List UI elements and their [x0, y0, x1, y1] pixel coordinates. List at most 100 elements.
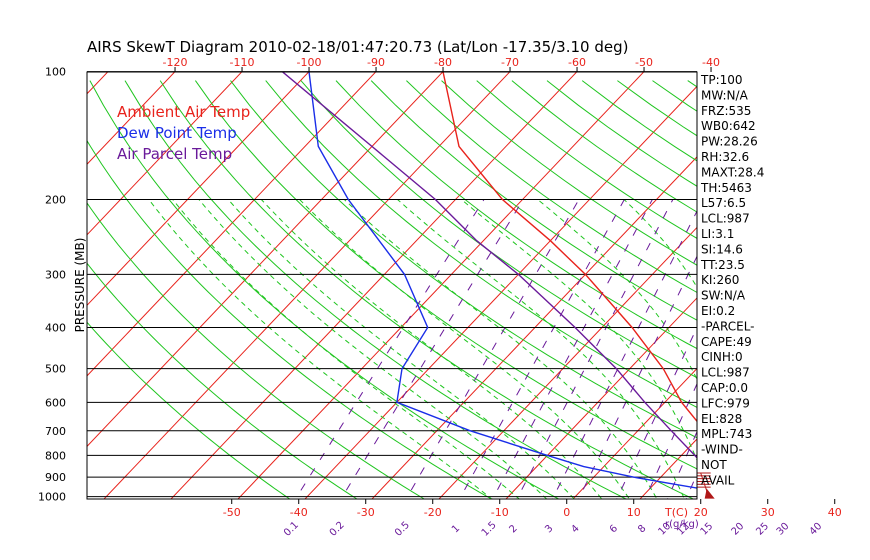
stat-line: MW:N/A	[701, 88, 749, 102]
mixing-ratio-line	[783, 200, 870, 506]
isotherm-line	[170, 72, 578, 499]
moist-adiabat-line	[172, 199, 520, 499]
mixing-ratio-label: 15	[699, 521, 716, 538]
sounding-series	[281, 72, 697, 489]
bottom-temperature-tick-label: 40	[828, 506, 842, 519]
dry-adiabat-line	[89, 80, 560, 499]
dry-adiabat-line	[230, 80, 697, 439]
pressure-tick-label: 700	[45, 425, 66, 438]
pressure-tick-label: 100	[45, 66, 66, 79]
stat-line: CINH:0	[701, 350, 743, 364]
isotherm-line	[103, 72, 511, 499]
mixing-ratio-label: 0.2	[328, 520, 347, 539]
top-temperature-tick-label: -120	[163, 56, 188, 69]
legend-entry: Air Parcel Temp	[117, 145, 232, 163]
isotherm-line	[835, 62, 870, 505]
stat-line: SI:14.6	[701, 242, 743, 256]
dry-adiabat-line	[652, 80, 697, 112]
stat-line: TT:23.5	[700, 258, 745, 272]
stat-line: LFC:979	[701, 396, 750, 410]
mixing-ratio-label: 20	[730, 521, 747, 538]
moist-adiabat-line	[260, 199, 603, 499]
mixing-ratio-label: 1.5	[480, 520, 499, 539]
stat-line: EL:828	[701, 412, 742, 426]
stat-line: FRZ:535	[701, 104, 751, 118]
dry-adiabat-line	[159, 80, 695, 499]
pressure-tick-label: 600	[45, 396, 66, 409]
stat-line: LCL:987	[701, 366, 750, 380]
pressure-tick-label: 300	[45, 268, 66, 281]
stat-line: LI:3.1	[701, 227, 734, 241]
mixing-ratio-label: 40	[808, 521, 825, 538]
mixing-ratio-line	[816, 200, 870, 506]
isotherm-line	[768, 62, 870, 505]
moist-adiabat-line	[227, 199, 575, 499]
mixing-ratio-line	[738, 200, 859, 506]
stat-line: CAPE:49	[701, 335, 752, 349]
mixing-ratio-label: 30	[775, 521, 792, 538]
moist-adiabat-line	[299, 199, 630, 499]
mixing-ratio-label: 2	[507, 523, 519, 535]
isotherm-line	[572, 367, 697, 499]
mixing-ratio-line	[551, 209, 697, 499]
isotherm-line	[304, 85, 697, 499]
wind-arrow-head	[704, 488, 715, 499]
bottom-temperature-tick-label: 0	[563, 506, 570, 519]
stat-line: PW:28.26	[701, 135, 758, 149]
mixing-ratio-label: 0.1	[282, 520, 301, 539]
dry-adiabat-line	[370, 80, 697, 321]
mixing-ratio-line	[644, 382, 697, 499]
stat-line: -WIND-	[701, 443, 743, 457]
pressure-tick-label: 800	[45, 449, 66, 462]
stat-line: -PARCEL-	[701, 319, 755, 333]
dry-adiabat-line	[793, 81, 870, 506]
moist-adiabat-line	[148, 199, 493, 499]
dry-adiabat-line	[194, 80, 697, 470]
stat-line: CAP:0.0	[701, 381, 748, 395]
dry-adiabat-line	[87, 139, 493, 499]
bottom-temperature-tick-label: 10	[627, 506, 641, 519]
mixing-ratio-unit-label: r(g/kg)	[665, 519, 699, 530]
series-line	[308, 72, 697, 489]
mixing-ratio-line	[340, 199, 524, 499]
stat-line: LCL:987	[701, 212, 750, 226]
isotherm-line	[237, 72, 645, 499]
moist-adiabat-line	[782, 200, 822, 506]
stat-line: MPL:743	[701, 427, 752, 441]
legend: Ambient Air Temp Dew Point Temp Air Parcel…	[117, 103, 250, 163]
series-line	[281, 72, 697, 459]
mixing-ratio-label: 0.5	[393, 520, 412, 539]
dry-adiabat-line	[441, 80, 697, 266]
isotherm-line	[0, 62, 50, 505]
stat-line: RH:32.6	[701, 150, 749, 164]
stat-line: WB0:642	[701, 119, 756, 133]
stat-line: TH:5463	[700, 181, 752, 195]
top-temperature-tick-label: -70	[501, 56, 519, 69]
mixing-ratio-label: 6	[608, 523, 620, 535]
pressure-tick-label: 900	[45, 471, 66, 484]
mixing-ratio-label: 25	[754, 521, 771, 538]
mixing-ratio-label: 3	[543, 523, 555, 535]
top-temperature-tick-label: -100	[297, 56, 322, 69]
mixing-ratio-label: 8	[636, 523, 648, 535]
moist-adiabat-line	[397, 199, 685, 499]
stat-line: SW:N/A	[701, 289, 746, 303]
mixing-ratio-line	[578, 255, 697, 499]
mixing-ratio-line	[616, 326, 697, 499]
chart-title: AIRS SkewT Diagram 2010-02-18/01:47:20.7…	[87, 38, 628, 56]
pressure-tick-label: 400	[45, 321, 66, 334]
plot-frame	[86, 71, 698, 500]
pressure-tick-label: 1000	[38, 491, 66, 504]
mixing-ratio-label: 1	[450, 523, 462, 535]
pressure-tick-label: 500	[45, 363, 66, 376]
top-temperature-tick-label: -40	[702, 56, 720, 69]
dry-adiabat-line	[335, 80, 697, 350]
stat-line: TP:100	[700, 73, 743, 87]
bottom-temperature-tick-label: -10	[491, 506, 509, 519]
moist-adiabat-line	[461, 199, 697, 462]
mixing-ratio-line	[294, 199, 485, 499]
isotherm-line	[371, 156, 697, 499]
dry-adiabat-line	[300, 80, 697, 379]
mixing-ratio-line	[666, 430, 697, 499]
